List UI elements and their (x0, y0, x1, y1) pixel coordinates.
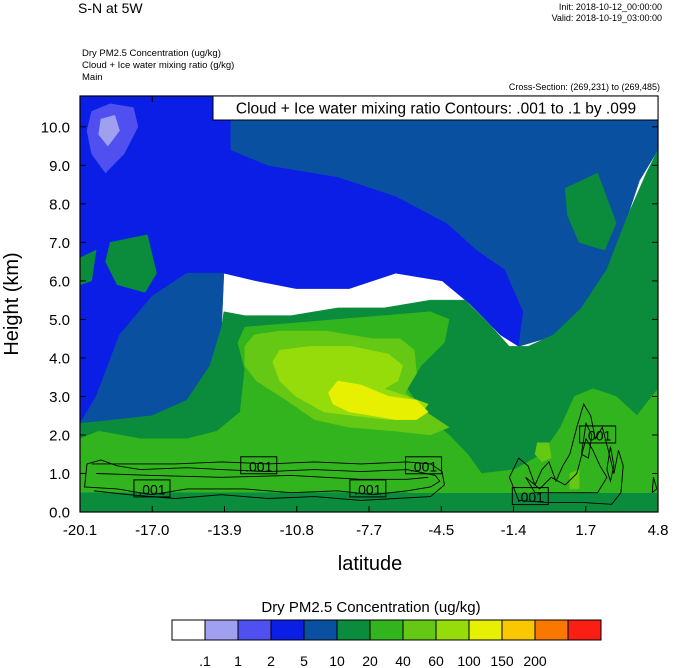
x-tick-label: -4.5 (428, 522, 454, 539)
colorbar-swatch-6 (336, 619, 371, 641)
colorbar-level-label: .1 (199, 653, 211, 668)
contour-label-5: .001 (517, 489, 544, 505)
colorbar-level-label: 20 (362, 653, 378, 668)
colorbar-title: Dry PM2.5 Concentration (ug/kg) (261, 599, 480, 616)
x-axis-label: latitude (338, 553, 403, 575)
contour-line-3 (96, 473, 429, 480)
contour-label-box-2 (240, 456, 278, 475)
contour-label-box-1 (133, 479, 171, 498)
colorbar-swatch-4 (270, 619, 305, 641)
concentration-region-2 (230, 96, 658, 347)
x-tick-label: -7.7 (356, 522, 382, 539)
contour-label-box-5 (511, 487, 549, 506)
contour-label-1: .001 (138, 481, 165, 497)
y-tick-label: 0.0 (49, 505, 70, 522)
x-tick-label: -10.8 (280, 522, 314, 539)
y-tick-label: 10.0 (41, 119, 70, 136)
init-time: Init: 2018-10-12_00:00:00 (558, 2, 662, 12)
valid-time: Valid: 2018-10-19_03:00:00 (551, 13, 662, 23)
contour-line-7 (606, 446, 615, 483)
colorbar-swatch-2 (204, 619, 239, 641)
concentration-region-17 (569, 469, 580, 490)
y-axis-label: Height (km) (1, 252, 23, 355)
y-tick-label: 3.0 (49, 389, 70, 406)
contour-label-3: .001 (354, 481, 381, 497)
colorbar-swatch-1 (171, 619, 206, 641)
contour-info-box: Cloud + Ice water mixing ratio Contours:… (212, 95, 659, 121)
concentration-region-16 (534, 442, 552, 463)
x-tick-label: -17.0 (135, 522, 169, 539)
contour-line-1 (84, 459, 441, 496)
x-tick-label: -20.1 (63, 522, 97, 539)
colorbar-level-label: 150 (490, 653, 514, 668)
x-tick-label: -1.4 (501, 522, 527, 539)
contour-labels: .001 .001 .001 .001 .001 .001 (133, 425, 617, 506)
colorbar-level-label: 60 (428, 653, 444, 668)
colorbar-swatch-11 (501, 619, 536, 641)
contour-label-2: .001 (245, 458, 272, 474)
y-tick-label: 7.0 (49, 235, 70, 252)
colorbar: .1 1 2 5 10 20 40 60 100 150 200 (171, 619, 602, 668)
colorbar-swatch-10 (468, 619, 503, 641)
concentration-region-6 (105, 234, 157, 293)
colorbar-level-label: 2 (267, 653, 275, 668)
contour-lines (84, 402, 658, 505)
colorbar-swatch-13 (567, 619, 602, 641)
colorbar-level-label: 100 (457, 653, 481, 668)
colorbar-level-label: 10 (329, 653, 345, 668)
contour-line-5 (525, 437, 608, 494)
colorbar-swatch-8 (402, 619, 437, 641)
colorbar-swatch-3 (237, 619, 272, 641)
y-tick-label: 9.0 (49, 158, 70, 175)
y-axis: 0.0 1.0 2.0 3.0 4.0 5.0 6.0 7.0 8.0 9.0 10.0 (41, 119, 658, 522)
colorbar-swatch-7 (369, 619, 404, 641)
contour-line-8 (651, 477, 658, 494)
y-tick-label: 5.0 (49, 312, 70, 329)
colorbar-level-label: 40 (395, 653, 411, 668)
x-tick-label: 1.7 (575, 522, 596, 539)
y-tick-label: 2.0 (49, 427, 70, 444)
contour-info-text: Cloud + Ice water mixing ratio Contours:… (236, 101, 636, 118)
contour-label-box-6 (579, 425, 617, 444)
x-axis: -20.1 -17.0 -13.9 -10.8 -7.7 -4.5 -1.4 1.7 4.8 (63, 96, 669, 539)
colorbar-level-label: 200 (523, 653, 547, 668)
x-tick-label: -13.9 (207, 522, 241, 539)
contour-label-4: .001 (410, 458, 437, 474)
concentration-region-14 (328, 380, 429, 420)
field-name-cloud-ice: Cloud + Ice water mixing ratio (g/kg) (82, 60, 235, 71)
cross-section-label: Cross-Section: (269,231) to (269,485) (508, 82, 660, 92)
contour-line-2 (91, 461, 445, 501)
concentration-region-8 (564, 172, 617, 251)
colorbar-level-label: 5 (300, 653, 308, 668)
y-tick-label: 4.0 (49, 350, 70, 367)
contour-label-6: .001 (584, 427, 611, 443)
field-name-main: Main (82, 72, 103, 83)
x-tick-label: 4.8 (648, 522, 669, 539)
contour-line-6 (580, 421, 593, 459)
contour-label-box-3 (349, 479, 387, 498)
contour-label-box-4 (405, 456, 443, 475)
colorbar-swatch-12 (534, 619, 569, 641)
y-tick-label: 8.0 (49, 196, 70, 213)
concentration-region-7 (80, 249, 97, 285)
concentration-region-15 (636, 388, 658, 436)
y-tick-label: 1.0 (49, 466, 70, 483)
colorbar-swatch-5 (303, 619, 338, 641)
concentration-region-4 (98, 114, 120, 147)
colorbar-swatch-9 (435, 619, 470, 641)
field-name-pm25: Dry PM2.5 Concentration (ug/kg) (82, 48, 221, 59)
y-tick-label: 6.0 (49, 273, 70, 290)
colorbar-level-label: 1 (234, 653, 242, 668)
plot-title: S-N at 5W (78, 0, 143, 16)
contour-line-4 (508, 402, 624, 505)
